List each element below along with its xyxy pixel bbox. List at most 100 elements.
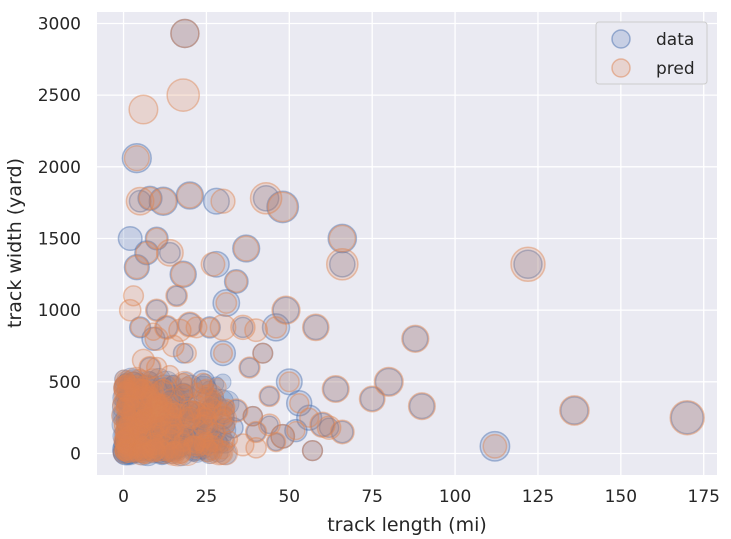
point-pred xyxy=(196,407,214,425)
point-pred xyxy=(159,388,186,415)
point-data xyxy=(310,412,335,438)
y-tick-label: 0 xyxy=(70,444,81,464)
point-data xyxy=(133,392,153,413)
point-pred xyxy=(145,432,164,451)
point-pred xyxy=(146,437,171,462)
point-data xyxy=(117,393,136,412)
point-data xyxy=(123,371,144,392)
point-data xyxy=(232,316,254,339)
point-pred xyxy=(401,324,430,353)
point-pred xyxy=(173,424,195,445)
point-data xyxy=(126,439,145,457)
point-pred xyxy=(116,370,136,391)
point-data xyxy=(208,442,229,463)
point-pred xyxy=(199,403,220,424)
point-pred xyxy=(221,430,239,448)
point-data xyxy=(153,379,173,399)
point-data xyxy=(194,423,220,449)
point-data xyxy=(115,439,137,461)
point-pred xyxy=(133,425,154,446)
point-pred xyxy=(149,439,166,455)
legend: data pred xyxy=(595,21,708,85)
legend-label-pred: pred xyxy=(656,59,695,79)
point-data xyxy=(114,441,135,461)
point-data xyxy=(152,443,170,461)
point-pred xyxy=(115,407,140,432)
point-data xyxy=(142,419,167,444)
point-pred xyxy=(142,439,165,462)
point-pred xyxy=(173,383,193,403)
point-data xyxy=(118,372,134,389)
point-pred xyxy=(129,317,151,338)
point-data xyxy=(134,422,161,449)
point-data xyxy=(151,434,171,453)
point-pred xyxy=(125,418,149,441)
point-pred xyxy=(142,432,166,456)
point-pred xyxy=(135,241,159,265)
point-data xyxy=(128,394,153,419)
point-pred xyxy=(123,387,145,409)
point-data xyxy=(560,396,589,425)
point-pred xyxy=(188,394,206,412)
point-data xyxy=(151,427,172,448)
point-data xyxy=(116,433,138,455)
point-pred xyxy=(238,356,261,379)
point-data xyxy=(130,373,147,390)
point-pred xyxy=(132,404,153,425)
point-data xyxy=(150,439,177,465)
point-data xyxy=(115,409,133,426)
point-data xyxy=(213,390,240,417)
point-data xyxy=(129,417,145,433)
point-data xyxy=(123,443,140,460)
point-pred xyxy=(135,374,159,398)
point-pred xyxy=(245,436,267,459)
point-data xyxy=(114,438,141,465)
point-pred xyxy=(118,415,140,437)
point-data xyxy=(186,442,208,463)
point-pred xyxy=(148,434,176,462)
point-pred xyxy=(145,392,168,415)
point-pred xyxy=(205,423,221,439)
point-pred xyxy=(149,400,175,427)
point-pred xyxy=(118,298,142,322)
point-data xyxy=(151,419,173,440)
point-data xyxy=(128,189,152,213)
point-pred xyxy=(194,429,214,448)
point-pred xyxy=(128,368,151,391)
point-pred xyxy=(158,392,179,413)
point-data xyxy=(129,437,154,461)
point-data xyxy=(188,423,205,441)
point-pred xyxy=(113,392,134,414)
point-data xyxy=(165,432,191,458)
point-data xyxy=(190,375,217,402)
point-data xyxy=(155,415,179,439)
point-pred xyxy=(131,348,156,372)
point-data xyxy=(195,373,215,392)
point-data xyxy=(160,420,178,438)
point-data xyxy=(159,440,183,465)
point-pred xyxy=(115,427,136,448)
point-pred xyxy=(192,406,216,430)
point-pred xyxy=(171,436,192,457)
point-data xyxy=(143,437,162,456)
point-data xyxy=(148,438,176,466)
point-pred xyxy=(233,235,260,262)
point-pred xyxy=(157,399,182,424)
point-data xyxy=(123,254,150,281)
point-data xyxy=(208,376,225,393)
point-data xyxy=(187,402,210,426)
y-axis-ticks: 0 500 1000 1500 2000 2500 3000 xyxy=(38,14,81,464)
point-pred xyxy=(122,285,145,307)
point-pred xyxy=(204,432,224,453)
point-pred xyxy=(252,342,274,364)
point-data xyxy=(130,445,147,462)
point-data xyxy=(178,396,198,417)
point-pred xyxy=(162,400,182,420)
point-data xyxy=(192,406,208,422)
point-data xyxy=(127,414,144,430)
point-pred xyxy=(194,434,215,456)
point-pred xyxy=(170,261,196,288)
point-data xyxy=(143,441,159,457)
point-data xyxy=(119,427,145,454)
point-data xyxy=(179,431,195,447)
